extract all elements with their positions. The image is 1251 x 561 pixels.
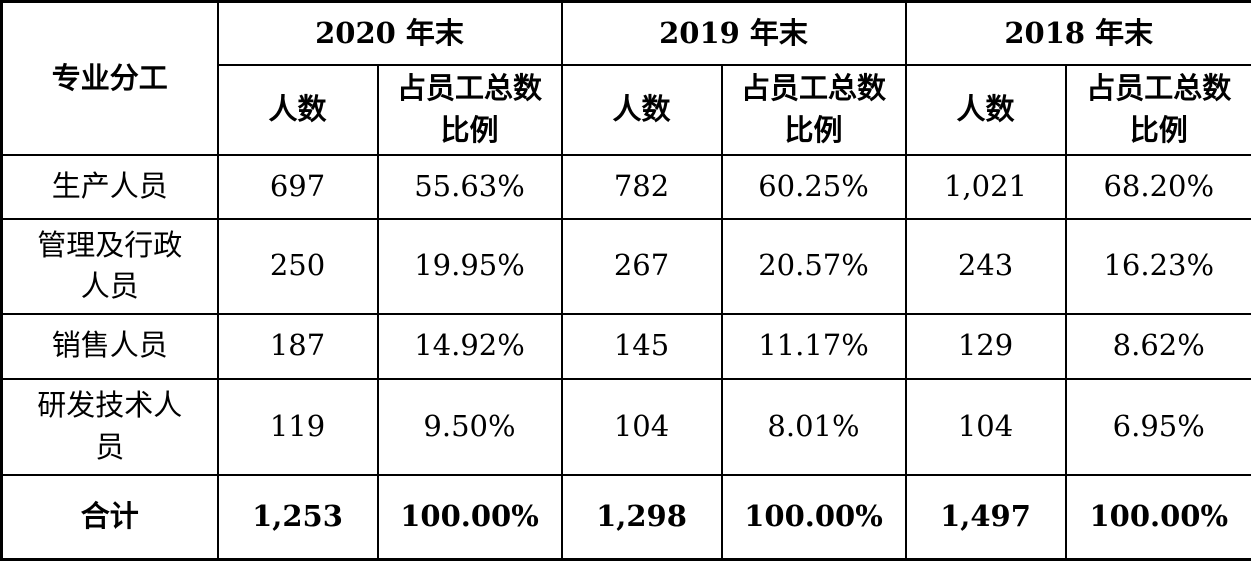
value-cell: 9.50%	[378, 379, 562, 475]
value-cell: 8.01%	[722, 379, 906, 475]
value-cell: 8.62%	[1066, 314, 1251, 379]
subheader-ratio-2020: 占员工总数比例	[378, 65, 562, 155]
value-cell: 6.95%	[1066, 379, 1251, 475]
value-cell: 68.20%	[1066, 155, 1251, 219]
value-cell: 19.95%	[378, 219, 562, 314]
year-header-2018: 2018 年末	[906, 2, 1251, 65]
category-cell: 研发技术人员	[2, 379, 218, 475]
category-label: 生产人员	[52, 166, 168, 207]
value-cell: 119	[218, 379, 378, 475]
subheader-count-2018: 人数	[906, 65, 1066, 155]
table-row-admin: 管理及行政人员 250 19.95% 267 20.57% 243 16.23%	[2, 219, 1251, 314]
value-cell: 104	[906, 379, 1066, 475]
value-cell: 782	[562, 155, 722, 219]
value-cell: 104	[562, 379, 722, 475]
value-cell: 187	[218, 314, 378, 379]
subheader-ratio-label: 占员工总数比例	[733, 68, 895, 150]
subheader-ratio-2018: 占员工总数比例	[1066, 65, 1251, 155]
subheader-ratio-label: 占员工总数比例	[1078, 68, 1240, 150]
value-cell: 697	[218, 155, 378, 219]
value-cell: 243	[906, 219, 1066, 314]
table-row-year-header: 专业分工 2020 年末 2019 年末 2018 年末	[2, 2, 1251, 65]
corner-header-cell: 专业分工	[2, 2, 218, 155]
total-label: 合计	[81, 496, 139, 537]
value-cell: 250	[218, 219, 378, 314]
value-cell: 145	[562, 314, 722, 379]
total-value-cell: 100.00%	[722, 475, 906, 560]
total-value-cell: 1,298	[562, 475, 722, 560]
value-cell: 267	[562, 219, 722, 314]
category-label: 管理及行政人员	[35, 225, 185, 307]
value-cell: 129	[906, 314, 1066, 379]
value-cell: 11.17%	[722, 314, 906, 379]
year-header-2020: 2020 年末	[218, 2, 562, 65]
value-cell: 20.57%	[722, 219, 906, 314]
year-header-2019: 2019 年末	[562, 2, 906, 65]
table-row-rnd: 研发技术人员 119 9.50% 104 8.01% 104 6.95%	[2, 379, 1251, 475]
total-value-cell: 100.00%	[378, 475, 562, 560]
total-value-cell: 1,497	[906, 475, 1066, 560]
value-cell: 1,021	[906, 155, 1066, 219]
subheader-ratio-2019: 占员工总数比例	[722, 65, 906, 155]
value-cell: 60.25%	[722, 155, 906, 219]
table-row-sales: 销售人员 187 14.92% 145 11.17% 129 8.62%	[2, 314, 1251, 379]
corner-header-label: 专业分工	[52, 58, 168, 99]
subheader-count-2019: 人数	[562, 65, 722, 155]
value-cell: 14.92%	[378, 314, 562, 379]
subheader-count-2020: 人数	[218, 65, 378, 155]
value-cell: 16.23%	[1066, 219, 1251, 314]
table-row-total: 合计 1,253 100.00% 1,298 100.00% 1,497 100…	[2, 475, 1251, 560]
category-label: 销售人员	[52, 325, 168, 366]
category-cell: 销售人员	[2, 314, 218, 379]
category-label: 研发技术人员	[35, 385, 185, 467]
total-label-cell: 合计	[2, 475, 218, 560]
subheader-ratio-label: 占员工总数比例	[389, 68, 551, 150]
value-cell: 55.63%	[378, 155, 562, 219]
total-value-cell: 1,253	[218, 475, 378, 560]
category-cell: 生产人员	[2, 155, 218, 219]
total-value-cell: 100.00%	[1066, 475, 1251, 560]
table-row-production: 生产人员 697 55.63% 782 60.25% 1,021 68.20%	[2, 155, 1251, 219]
category-cell: 管理及行政人员	[2, 219, 218, 314]
